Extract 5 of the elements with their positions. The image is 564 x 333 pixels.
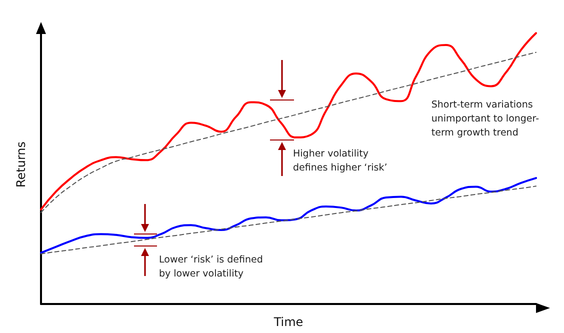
annotation: Higher volatility defines higher ‘risk’ (293, 148, 388, 174)
x-axis-title: Time (272, 315, 304, 329)
annotation: Lower ‘risk’ is defined by lower volatility (159, 254, 263, 280)
annotation: Short-term variations unimportant to longer- term growth trend (431, 100, 540, 138)
y-axis-title: Returns (14, 141, 28, 188)
